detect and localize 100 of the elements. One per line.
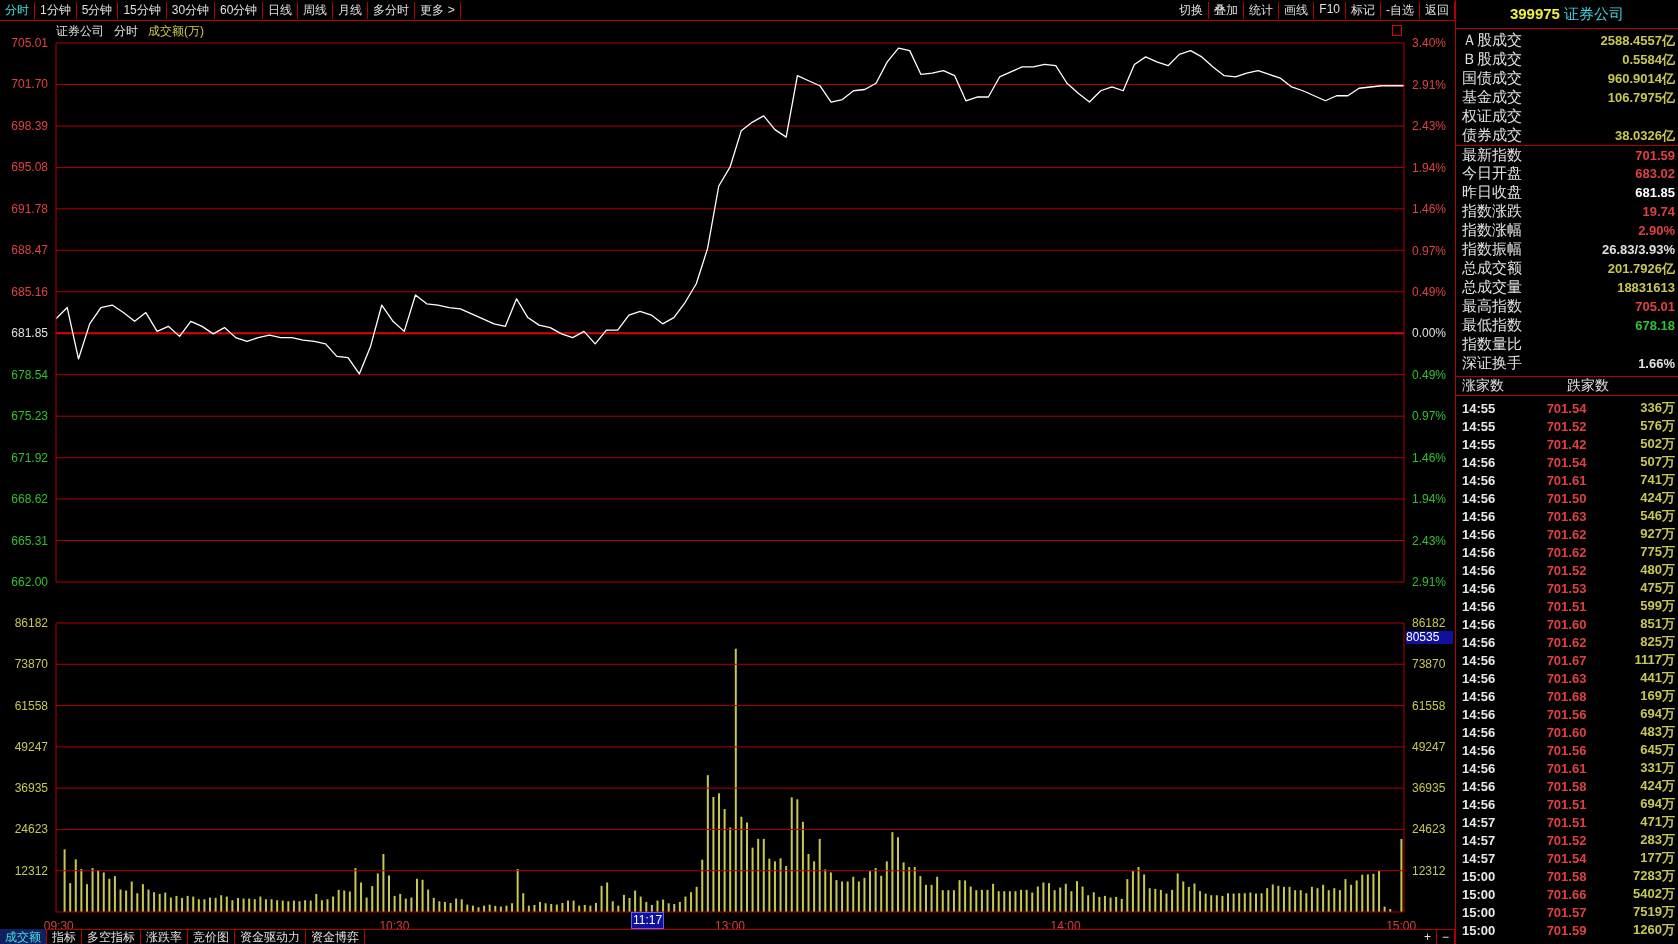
bar	[1081, 886, 1084, 912]
text: 15:00	[1462, 904, 1497, 920]
text: 475万	[1639, 579, 1675, 597]
y-tick-label: 688.47	[11, 243, 49, 258]
text: 106.7975亿	[1607, 89, 1675, 105]
bar	[706, 775, 709, 912]
text: 701.50	[1545, 490, 1588, 506]
text: 14:56	[1462, 670, 1497, 686]
bar	[695, 886, 698, 912]
text: 竞价图	[188, 928, 235, 944]
text: 26.83/3.93%	[1601, 242, 1675, 257]
y-tick-label: 73870	[14, 657, 49, 672]
bar	[701, 859, 704, 912]
text: 701.52	[1545, 418, 1588, 434]
bar	[1031, 892, 1034, 912]
text: 701.54	[1545, 400, 1588, 416]
bar	[1025, 889, 1028, 912]
text: 701.52	[1545, 562, 1588, 578]
text: 1260万	[1632, 921, 1675, 939]
y2-tick-label: 1.94%	[1412, 160, 1447, 175]
bar	[1014, 891, 1017, 912]
bar	[1260, 893, 1263, 912]
category-label: 今日开盘	[1462, 164, 1522, 183]
text: 701.57	[1545, 904, 1588, 920]
bar	[1148, 888, 1151, 912]
bar	[1232, 893, 1235, 912]
text: 分时	[0, 1, 35, 19]
bar	[1372, 873, 1375, 912]
text: 701.59	[1635, 147, 1675, 163]
bar	[773, 861, 776, 912]
y-tick-label: 36935	[14, 781, 49, 796]
text: 1.66%	[1638, 356, 1675, 371]
y2-tick-label: 12312	[1412, 863, 1446, 878]
text: 441万	[1639, 669, 1675, 687]
bar	[852, 876, 855, 912]
bar	[1131, 871, 1134, 912]
bar	[164, 892, 167, 912]
text: 14:57	[1462, 814, 1497, 830]
y2-tick-label: 2.43%	[1412, 118, 1447, 133]
bar	[964, 880, 967, 912]
bar	[1350, 884, 1353, 912]
text: 14:56	[1462, 454, 1497, 470]
text: 599万	[1639, 597, 1675, 615]
bar	[63, 849, 66, 912]
bar	[1288, 886, 1291, 912]
bar	[360, 882, 363, 912]
text: 5402万	[1632, 885, 1675, 903]
bar	[919, 876, 922, 912]
bar	[611, 901, 614, 912]
bar	[813, 861, 816, 912]
bar	[729, 827, 732, 912]
bar	[1243, 893, 1246, 912]
y-tick-label: 678.54	[11, 367, 49, 382]
bar	[969, 886, 972, 912]
bar	[175, 895, 178, 912]
text: 701.51	[1545, 796, 1588, 812]
text: 证券公司	[56, 23, 104, 40]
text: 825万	[1639, 633, 1675, 651]
bar	[91, 868, 94, 912]
bar	[790, 797, 793, 912]
bar	[203, 899, 206, 912]
text: 返回	[1420, 1, 1455, 19]
text: 336万	[1639, 399, 1675, 417]
bar	[1075, 881, 1078, 912]
text: 701.59	[1545, 922, 1588, 938]
y-tick-label: 668.62	[11, 492, 49, 507]
text: 701.60	[1545, 616, 1588, 632]
bar	[992, 883, 995, 912]
bar	[119, 889, 122, 912]
bar	[1159, 889, 1162, 912]
category-label: 基金成交	[1462, 88, 1522, 107]
bar	[1008, 891, 1011, 912]
text: 701.58	[1545, 778, 1588, 794]
bar	[1322, 884, 1325, 912]
text: 502万	[1639, 435, 1675, 453]
bar	[371, 886, 374, 912]
text: 周线	[298, 1, 334, 19]
text: 7519万	[1632, 903, 1675, 921]
bar	[936, 876, 939, 912]
text: F10	[1314, 1, 1346, 19]
bar	[1120, 898, 1123, 912]
bar	[606, 882, 609, 912]
bar	[1327, 890, 1330, 912]
text: 701.51	[1545, 814, 1588, 830]
bar	[941, 890, 944, 912]
text: 14:55	[1462, 400, 1497, 416]
text: 14:56	[1462, 796, 1497, 812]
bar	[1221, 895, 1224, 912]
bar	[846, 881, 849, 912]
y2-tick-label: 36935	[1412, 781, 1446, 796]
bar	[259, 896, 262, 912]
text: 576万	[1639, 417, 1675, 435]
bar	[393, 895, 396, 912]
bar	[192, 896, 195, 912]
bar	[1366, 874, 1369, 912]
text: 424万	[1639, 489, 1675, 507]
line-series	[55, 47, 1405, 375]
bar	[1064, 883, 1067, 912]
text: 701.61	[1545, 760, 1588, 776]
text: 7283万	[1632, 867, 1675, 885]
